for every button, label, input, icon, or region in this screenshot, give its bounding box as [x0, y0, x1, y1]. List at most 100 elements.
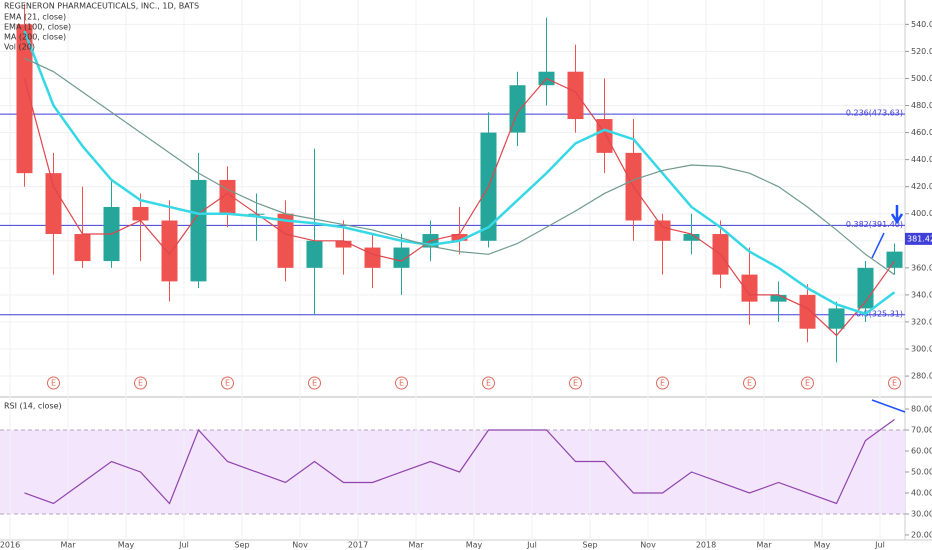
earnings-label: E [312, 379, 317, 388]
earnings-marker [221, 376, 234, 390]
y-tick-label: 60.0000 [911, 447, 932, 456]
chart-title: REGENERON PHARMACEUTICALS, INC., 1D, BAT… [4, 2, 199, 11]
y-tick-label: 440.00 [911, 155, 932, 164]
grid [0, 0, 905, 540]
x-tick-label: Sep [234, 541, 249, 550]
legend-entry: EMA (21, close) [4, 13, 66, 22]
earnings-label: E [892, 379, 897, 388]
candle-body [74, 234, 91, 262]
x-tick-label: Mar [60, 541, 76, 550]
candle-body [828, 308, 845, 329]
x-tick-label: May [814, 541, 831, 550]
candle-body [451, 234, 468, 241]
x-tick-label: Jul [178, 541, 189, 550]
candle-body [306, 240, 323, 268]
earnings-label: E [573, 379, 578, 388]
candle-body [219, 179, 236, 214]
earnings-marker [656, 376, 669, 390]
earnings-label: E [805, 379, 810, 388]
earnings-marker [569, 376, 582, 390]
y-tick-label: 360.00 [911, 263, 932, 272]
earnings-marker [134, 376, 147, 390]
x-tick-label: Nov [640, 541, 656, 550]
legend-entry: EMA (100, close) [4, 23, 71, 32]
fib-label: 0.5(325.31) [856, 309, 903, 318]
y-tick-label: 280.00 [911, 372, 932, 381]
earnings-marker [743, 376, 756, 390]
fib-label: 0.382(391.40) [846, 220, 903, 229]
fib-label: 0.236(473.63) [846, 109, 903, 118]
earnings-label: E [486, 379, 491, 388]
candle-body [16, 24, 33, 174]
candle-body [683, 234, 700, 241]
divergence-annotation [871, 399, 906, 413]
y-tick-label: 500.00 [911, 74, 932, 83]
y-tick-label: 50.0000 [911, 467, 932, 476]
trend-annotation [871, 232, 885, 259]
candle-body [567, 71, 584, 120]
y-tick-label: 80.0000 [911, 405, 932, 414]
y-tick-label: 540.00 [911, 20, 932, 29]
candle-body [770, 294, 787, 302]
candle-body [799, 294, 816, 329]
earnings-label: E [225, 379, 230, 388]
rsi-label: RSI (14, close) [4, 402, 62, 411]
x-tick-label: Sep [582, 541, 597, 550]
earnings-marker [308, 376, 321, 390]
y-tick-label: 420.00 [911, 182, 932, 191]
earnings-marker [482, 376, 495, 390]
x-tick-label: 2017 [348, 541, 368, 550]
earnings-label: E [399, 379, 404, 388]
x-tick-label: 2018 [696, 541, 716, 550]
y-tick-label: 40.0000 [911, 488, 932, 497]
price-tag [905, 232, 932, 245]
rsi-line [24, 419, 895, 505]
earnings-label: E [747, 379, 752, 388]
legend-entry: MA (200, close) [4, 33, 66, 42]
candle-body [161, 220, 178, 282]
candle-body [132, 206, 149, 221]
y-tick-label: 520.00 [911, 47, 932, 56]
x-tick-label: Jul [874, 541, 885, 550]
candle-body [364, 247, 381, 268]
candle-body [886, 251, 903, 268]
indicator-line [24, 57, 895, 276]
x-tick-label: May [466, 541, 483, 550]
indicator-line [23, 30, 896, 316]
x-tick-label: Mar [408, 541, 424, 550]
arrow-annotation [890, 205, 904, 225]
earnings-marker [395, 376, 408, 390]
y-tick-label: 300.00 [911, 345, 932, 354]
earnings-marker [888, 376, 901, 390]
y-tick-label: 480.00 [911, 101, 932, 110]
earnings-marker [801, 376, 814, 390]
earnings-marker [47, 376, 60, 390]
earnings-label: E [51, 379, 56, 388]
candle-body [654, 220, 671, 241]
x-tick-label: Jul [526, 541, 537, 550]
y-tick-label: 460.00 [911, 128, 932, 137]
candle-body [190, 179, 207, 282]
x-tick-label: May [118, 541, 135, 550]
indicator-line [23, 77, 895, 337]
candle-body [393, 247, 410, 268]
x-tick-label: Mar [756, 541, 772, 550]
candle-body [741, 274, 758, 302]
earnings-label: E [660, 379, 665, 388]
candle-body [509, 85, 526, 133]
legend-entry: Vol (20) [4, 43, 35, 52]
y-tick-label: 30.0000 [911, 509, 932, 518]
rsi-band [0, 430, 905, 514]
y-tick-label: 400.00 [911, 209, 932, 218]
plot: 280.00300.00320.00340.00360.00380.00400.… [0, 4, 932, 550]
candle-body [857, 267, 874, 309]
candle-body [277, 213, 294, 268]
candle-body [335, 240, 352, 248]
earnings-label: E [138, 379, 143, 388]
candle-body [45, 173, 62, 235]
y-tick-label: 70.0000 [911, 426, 932, 435]
y-tick-label: 20.0000 [911, 530, 932, 539]
price-tag-label: 381.42 [907, 234, 932, 243]
y-tick-label: 340.00 [911, 290, 932, 299]
